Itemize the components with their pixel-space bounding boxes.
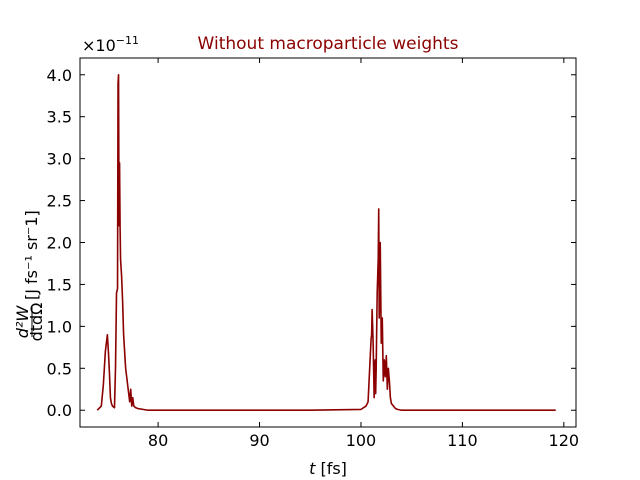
- x-label-variable: t: [309, 459, 316, 478]
- y-tick-label: 0.5: [47, 359, 72, 378]
- plot-frame: [79, 57, 577, 428]
- x-tick-label: 110: [447, 431, 478, 450]
- y-label-units: [J fs⁻¹ sr⁻1]: [22, 210, 41, 300]
- x-tick-label: 80: [148, 431, 168, 450]
- y-axis-offset-label: ×10−11: [82, 34, 139, 55]
- y-tick-label: 2.0: [47, 234, 72, 253]
- y-label-denominator: dtdΩ: [27, 303, 46, 342]
- x-tick-label: 120: [549, 431, 580, 450]
- y-tick-label: 4.0: [47, 66, 72, 85]
- y-tick-label: 3.5: [47, 108, 72, 127]
- y-offset-exponent: −11: [116, 34, 139, 47]
- y-tick-label: 1.5: [47, 275, 72, 294]
- y-tick-label: 2.5: [47, 192, 72, 211]
- chart-title: Without macroparticle weights: [198, 34, 459, 54]
- y-tick-label: 3.0: [47, 150, 72, 169]
- plot-area: [96, 73, 556, 412]
- y-tick-label: 1.0: [47, 317, 72, 336]
- x-axis-label: t [fs]: [309, 459, 347, 478]
- y-tick-label: 0.0: [47, 401, 72, 420]
- y-axis-label: d²W dtdΩ [J fs⁻¹ sr⁻1]: [13, 210, 46, 341]
- axis-ticks: 80 90 100 110 120 0.0 0.5 1.0 1.5 2.0 2.5 3.0 3.5 4.0: [47, 58, 580, 450]
- x-label-units: [fs]: [315, 459, 347, 478]
- y-offset-base: ×10: [82, 36, 116, 55]
- y-label-numerator: d²W: [13, 305, 32, 339]
- series-line: [96, 73, 556, 412]
- x-tick-label: 90: [249, 431, 269, 450]
- x-tick-label: 100: [346, 431, 377, 450]
